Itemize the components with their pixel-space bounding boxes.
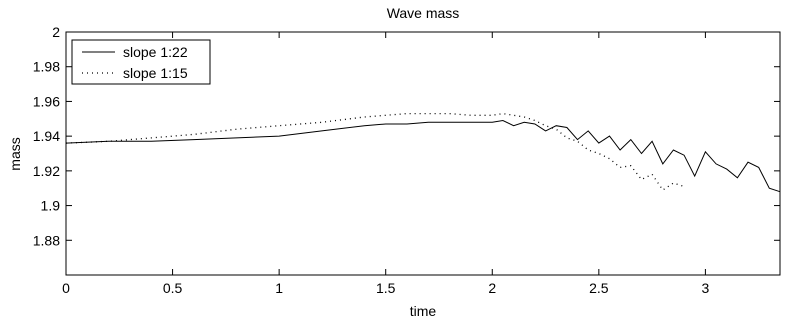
y-tick-label: 1.96 — [33, 93, 60, 109]
chart-title: Wave mass — [387, 5, 460, 21]
y-tick-label: 1.88 — [33, 232, 60, 248]
legend-label-slope-1-15: slope 1:15 — [123, 65, 188, 81]
y-tick-label: 1.94 — [33, 128, 60, 144]
legend: slope 1:22 slope 1:15 — [71, 39, 211, 85]
x-tick-label: 2.5 — [589, 280, 609, 296]
y-tick-label: 1.92 — [33, 163, 60, 179]
y-tick-label: 2 — [52, 24, 60, 40]
series-line-slope-1-22 — [65, 119, 781, 193]
x-tick-label: 1 — [275, 280, 283, 296]
legend-box — [71, 39, 211, 85]
x-tick-label: 2 — [488, 280, 496, 296]
legend-label-slope-1-22: slope 1:22 — [123, 44, 188, 60]
y-axis-title: mass — [7, 137, 23, 170]
x-tick-label: 1.5 — [376, 280, 396, 296]
x-tick-label: 0 — [62, 280, 70, 296]
x-tick-label: 0.5 — [163, 280, 183, 296]
y-tick-label: 1.9 — [41, 198, 61, 214]
axis-ticks: 0 0.5 1 1.5 2 2.5 3 1.88 1.9 1.92 1.94 1.96 1.98 2 — [33, 24, 780, 296]
x-tick-label: 3 — [702, 280, 710, 296]
y-tick-label: 1.98 — [33, 59, 60, 75]
x-axis-title: time — [410, 303, 437, 319]
series-layer — [65, 112, 781, 193]
